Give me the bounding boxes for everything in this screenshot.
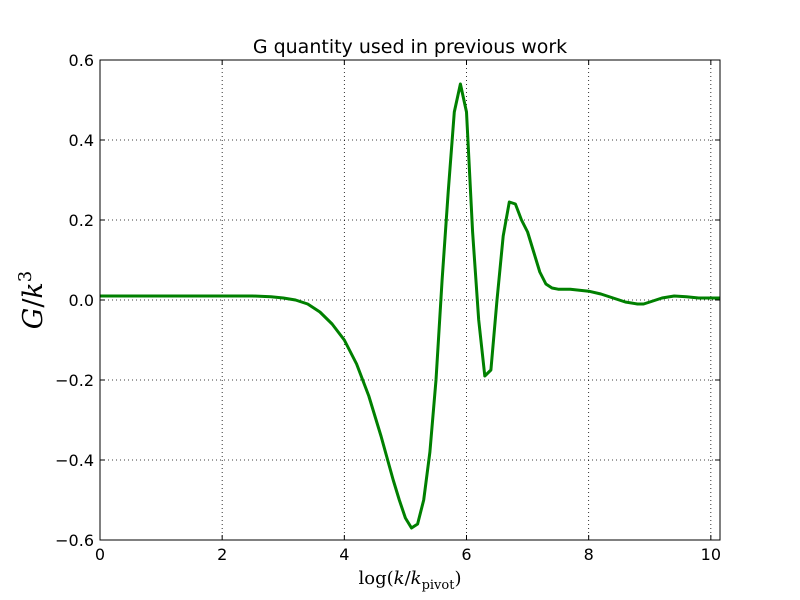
series-layer [100,82,720,530]
y-axis-label: G/k3 [15,271,49,330]
y-tick-label: 0.6 [69,51,94,70]
chart-title: G quantity used in previous work [253,36,567,58]
y-tick-label: −0.2 [55,371,94,390]
y-tick-label: −0.6 [55,531,94,550]
y-tick-label: 0.2 [69,211,94,230]
x-tick-label: 8 [584,545,594,564]
x-tick-label: 4 [339,545,349,564]
x-tick-label: 6 [461,545,471,564]
x-tick-label: 2 [217,545,227,564]
y-tick-label: 0.4 [69,131,94,150]
series-line [100,82,720,530]
x-tick-label: 10 [701,545,721,564]
y-tick-label: 0.0 [69,291,94,310]
y-tick-label: −0.4 [55,451,94,470]
ticks: 0 2 4 6 8 10 −0.6 −0.4 −0.2 0.0 0.2 0.4 0.6 [55,51,721,564]
x-axis-label: log(k/kpivot) [359,568,462,593]
x-tick-label: 0 [95,545,105,564]
